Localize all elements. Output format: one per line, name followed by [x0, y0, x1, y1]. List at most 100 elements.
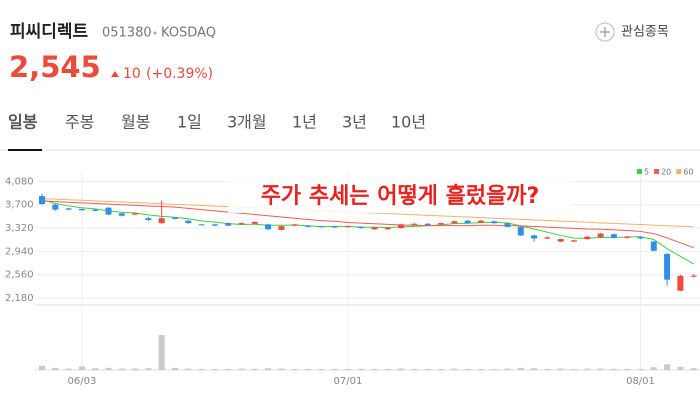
- candle-body: [198, 224, 205, 226]
- candle-body: [78, 209, 85, 211]
- chart: 2,180 2,560 2,940 3,320 3,700 4,080 06/03 07/01…: [5, 168, 700, 387]
- candle-body: [544, 237, 551, 239]
- candle-body: [384, 228, 391, 230]
- candle-body: [211, 224, 218, 226]
- candle-body: [571, 240, 577, 242]
- tab[interactable]: 3개월: [227, 113, 267, 132]
- candle-body: [344, 226, 351, 228]
- candle-body: [265, 224, 272, 230]
- candle-body: [105, 207, 112, 215]
- volume-bar: [291, 368, 298, 370]
- volume-bar: [358, 368, 365, 370]
- moving-average-line: [41, 200, 694, 249]
- candle-body: [278, 226, 285, 230]
- candle-body: [624, 236, 631, 238]
- volume-bar: [145, 368, 152, 370]
- volume-bar: [305, 368, 311, 370]
- volume-bar: [491, 368, 498, 370]
- watch-label[interactable]: 관심종목: [621, 25, 669, 40]
- volume-bar: [278, 368, 285, 370]
- tab[interactable]: 3년: [342, 113, 367, 132]
- candle-body: [464, 220, 471, 224]
- volume-bar: [531, 368, 538, 370]
- candle-body: [597, 233, 604, 238]
- tab[interactable]: 일봉: [8, 113, 38, 132]
- candle-body: [438, 223, 444, 225]
- candle-body: [477, 220, 484, 223]
- candle-body: [371, 227, 378, 230]
- candle-body: [225, 223, 232, 226]
- volume-bar: [664, 364, 671, 370]
- y-tick-label: 2,560: [5, 270, 34, 281]
- candle-body: [451, 221, 458, 224]
- volume-bar: [318, 368, 325, 370]
- y-tick-label: 2,940: [5, 246, 34, 257]
- tab[interactable]: 1년: [292, 113, 317, 132]
- volume-bar: [398, 368, 405, 370]
- candle-body: [251, 221, 258, 224]
- watch-icon: [595, 22, 615, 42]
- candle-body: [584, 236, 591, 240]
- volume-bar: [597, 368, 604, 370]
- volume-bar: [78, 366, 85, 370]
- price-change-pct: (+0.39%): [146, 66, 213, 82]
- price: 2,545: [9, 50, 101, 84]
- watch-button[interactable]: 관심종목: [595, 22, 669, 42]
- tab[interactable]: 10년: [391, 113, 426, 132]
- volume-bar: [39, 365, 45, 370]
- volume-bar: [464, 368, 471, 370]
- tab[interactable]: 월봉: [121, 113, 150, 132]
- market: KOSDAQ: [161, 26, 216, 41]
- annotation-bg: [228, 181, 572, 213]
- stock-code: 051380: [102, 26, 152, 41]
- volume-bar: [677, 366, 684, 370]
- tab[interactable]: 1일: [177, 113, 202, 132]
- volume-bar: [251, 368, 258, 370]
- y-tick-label: 3,320: [5, 223, 34, 234]
- volume-bar: [331, 368, 338, 370]
- volume-bar: [172, 367, 178, 370]
- candle-body: [145, 218, 152, 221]
- volume-bar: [517, 367, 524, 370]
- volume-bar: [92, 368, 99, 370]
- volume-bar: [371, 368, 378, 370]
- price-change: 10: [123, 66, 141, 82]
- volume-bar: [238, 368, 245, 370]
- volume-bar: [438, 368, 444, 370]
- volume-bar: [690, 368, 697, 370]
- candle-body: [690, 275, 697, 277]
- candle-body: [39, 196, 45, 205]
- volume-bar: [384, 368, 391, 370]
- candle-body: [118, 213, 125, 216]
- candle-body: [318, 226, 325, 228]
- plus-icon: [600, 27, 610, 37]
- volume-bar: [198, 368, 205, 370]
- candle-body: [424, 223, 431, 225]
- candle-body: [677, 275, 684, 291]
- candle-body: [557, 239, 564, 242]
- candle-body: [398, 224, 405, 229]
- up-arrow: [111, 71, 119, 77]
- volume-bar: [424, 368, 431, 370]
- candle-body: [172, 217, 178, 219]
- volume-bar: [52, 367, 59, 370]
- candle-body: [491, 221, 498, 224]
- volume-bar: [610, 368, 617, 370]
- volume-bar: [411, 368, 418, 370]
- candle-body: [92, 209, 99, 211]
- legend-swatch: [654, 169, 660, 174]
- separator-dot: [153, 31, 157, 35]
- candle-body: [411, 223, 418, 225]
- candle-body: [185, 220, 192, 224]
- candle-body: [517, 226, 524, 236]
- candle-body: [305, 225, 311, 227]
- tab[interactable]: 주봉: [65, 113, 94, 132]
- stock-name: 피씨디렉트: [10, 22, 89, 42]
- y-tick-label: 4,080: [5, 176, 34, 187]
- candle-body: [650, 241, 657, 251]
- candle-body: [291, 224, 298, 226]
- candle-body: [664, 253, 671, 280]
- volume-bar: [544, 368, 551, 370]
- annotation: 주가 추세는 어떻게 흘렀을까?: [261, 183, 540, 209]
- volume-bar: [624, 368, 631, 370]
